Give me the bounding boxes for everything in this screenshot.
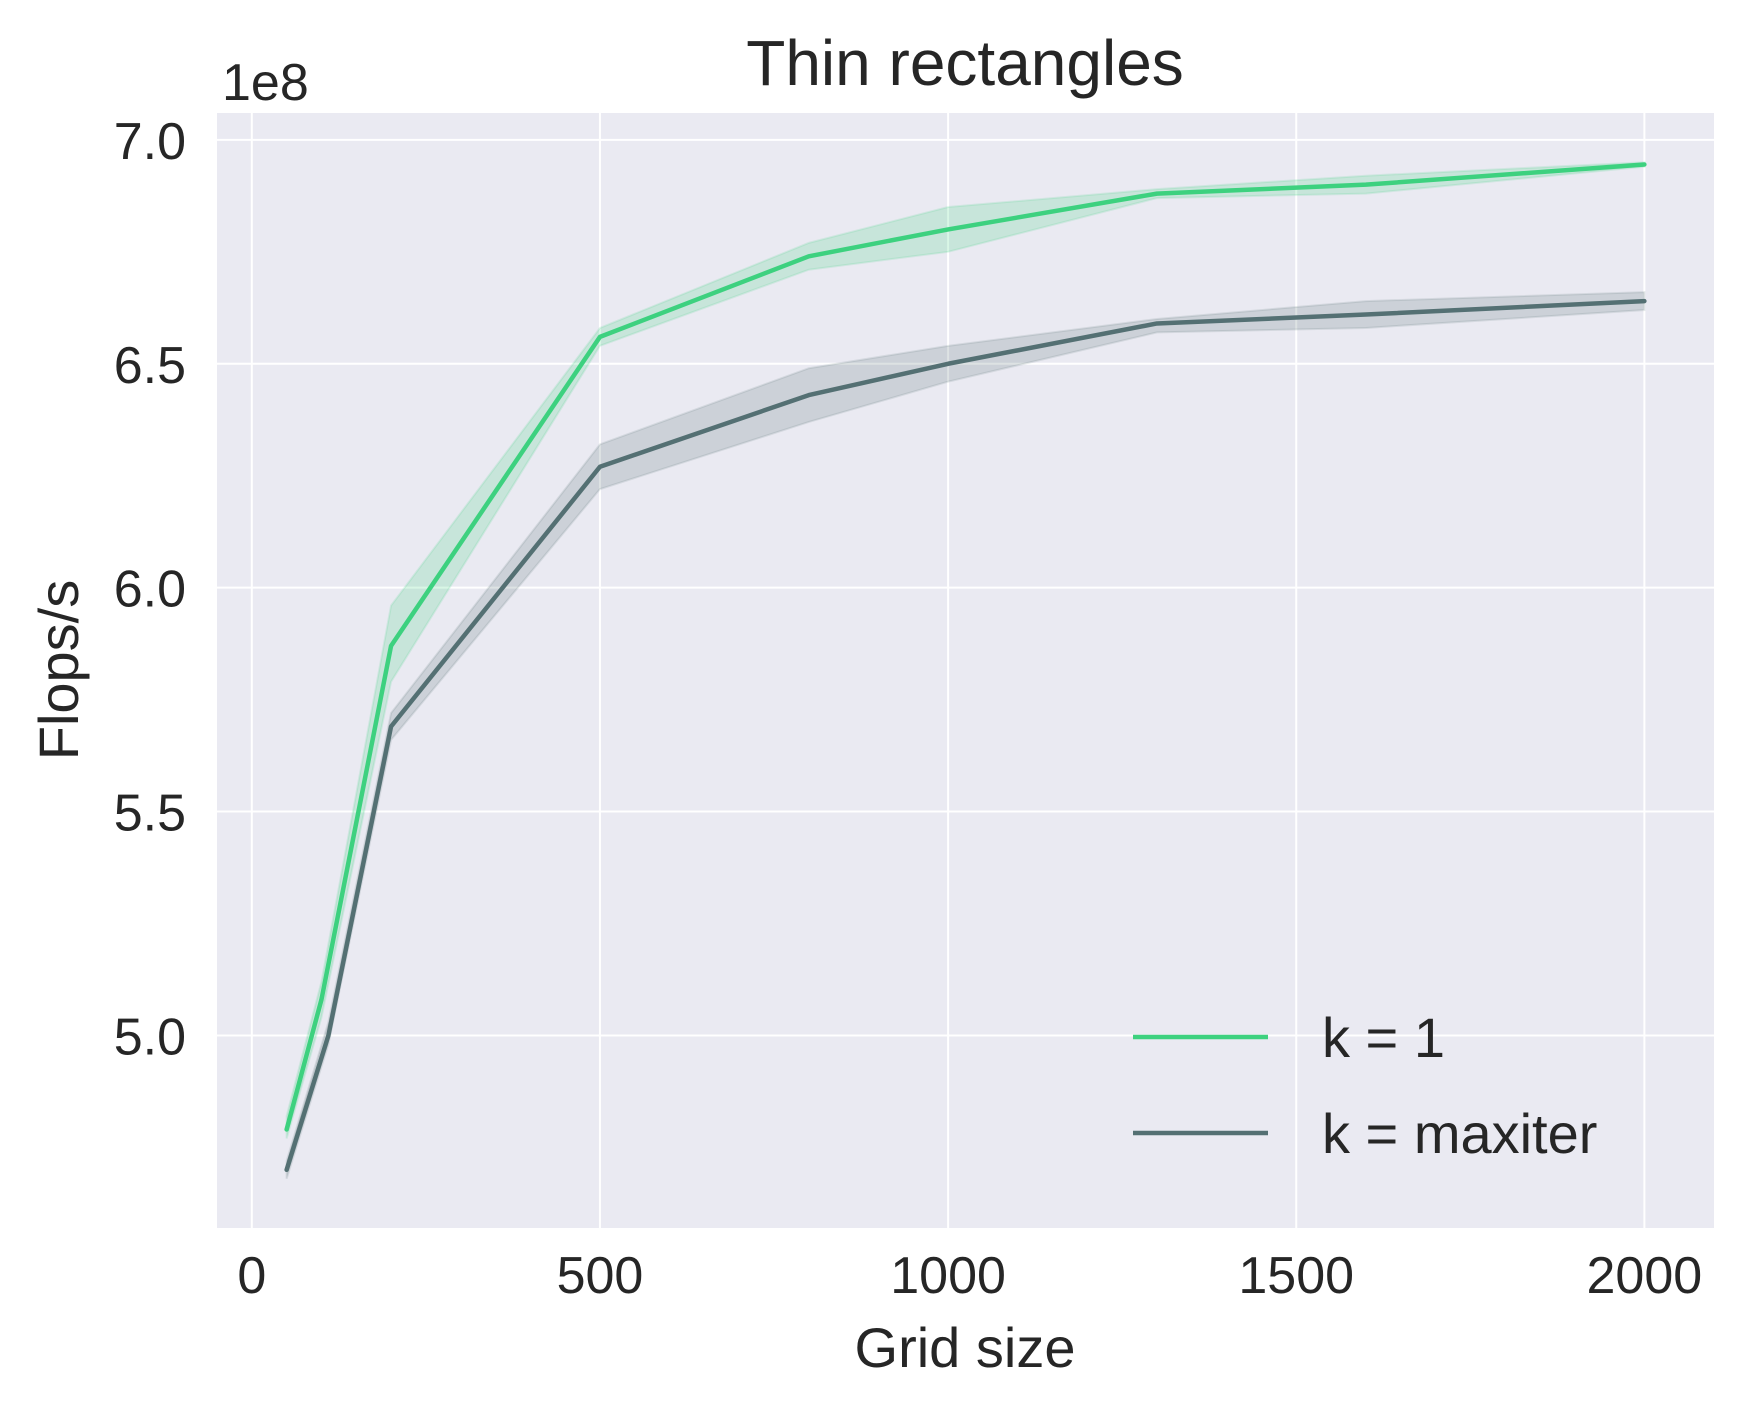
legend: k = 1 k = maxiter: [1133, 1006, 1597, 1165]
legend-label-kmaxiter: k = maxiter: [1322, 1102, 1597, 1165]
series-line-0: [284, 162, 1647, 1132]
grid: [217, 113, 1714, 1228]
y-offset-label: 1e8: [222, 54, 309, 112]
series-band-1: [285, 291, 1646, 1180]
plot-area: [217, 113, 1714, 1228]
legend-label-k1: k = 1: [1322, 1006, 1445, 1069]
x-tick-label-0: 0: [237, 1247, 266, 1305]
series-lines: [284, 162, 1647, 1173]
series-line-1: [284, 298, 1647, 1173]
y-tick-labels: 5.0 5.5 6.0 6.5 7.0: [114, 113, 186, 1067]
x-axis-label: Grid size: [855, 1316, 1076, 1379]
x-tick-label-1500: 1500: [1238, 1247, 1354, 1305]
x-tick-label-1000: 1000: [890, 1247, 1006, 1305]
y-tick-label-6.0: 6.0: [114, 561, 186, 619]
x-tick-labels: 0 500 1000 1500 2000: [237, 1247, 1702, 1305]
x-tick-label-2000: 2000: [1587, 1247, 1703, 1305]
chart-title: Thin rectangles: [746, 27, 1184, 99]
x-tick-label-500: 500: [557, 1247, 644, 1305]
y-axis-label: Flops/s: [27, 580, 90, 761]
y-tick-label-5.5: 5.5: [114, 785, 186, 843]
y-tick-label-7.0: 7.0: [114, 113, 186, 171]
y-tick-label-5.0: 5.0: [114, 1008, 186, 1066]
y-tick-label-6.5: 6.5: [114, 337, 186, 395]
